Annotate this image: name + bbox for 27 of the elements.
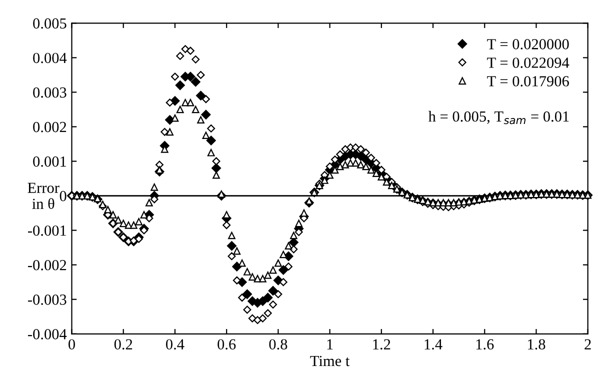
x-tick-label: 0.6 [218, 339, 236, 350]
x-tick-label: 1.6 [476, 339, 494, 350]
y-tick-label: 0.004 [33, 52, 67, 64]
x-axis-title: Time t [310, 356, 350, 366]
y-axis-title: Error in θ [28, 182, 60, 209]
x-tick-label: 0.2 [114, 339, 132, 350]
y-tick-label: 0.002 [33, 122, 66, 132]
x-tick-label: 2 [584, 339, 591, 350]
annotation: h = 0.005, T$_{sam}$ = 0.01 [428, 110, 569, 124]
y-tick-label: -0.003 [28, 294, 66, 305]
y-tick-label: -0.001 [28, 225, 66, 236]
legend-label: T = 0.017906 [487, 76, 569, 86]
x-tick-label: 0.4 [166, 339, 184, 350]
y-tick-label: 0.001 [33, 156, 66, 167]
y-tick-label: 0.005 [33, 18, 66, 29]
y-tick-label: -0.004 [28, 329, 67, 340]
x-tick-label: 0.8 [269, 339, 288, 350]
y-tick-label: 0 [60, 190, 66, 202]
y-tick-label: 0.003 [33, 87, 66, 98]
x-tick-label: 0 [68, 339, 75, 350]
legend-label: T = 0.020000 [487, 39, 569, 50]
x-tick-label: 1.4 [424, 339, 442, 350]
x-tick-label: 1.8 [528, 339, 546, 350]
y-tick-label: -0.002 [28, 260, 66, 270]
x-tick-label: 1 [327, 339, 333, 350]
x-tick-label: 1.2 [373, 339, 390, 350]
legend-label: T = 0.022094 [487, 58, 570, 68]
